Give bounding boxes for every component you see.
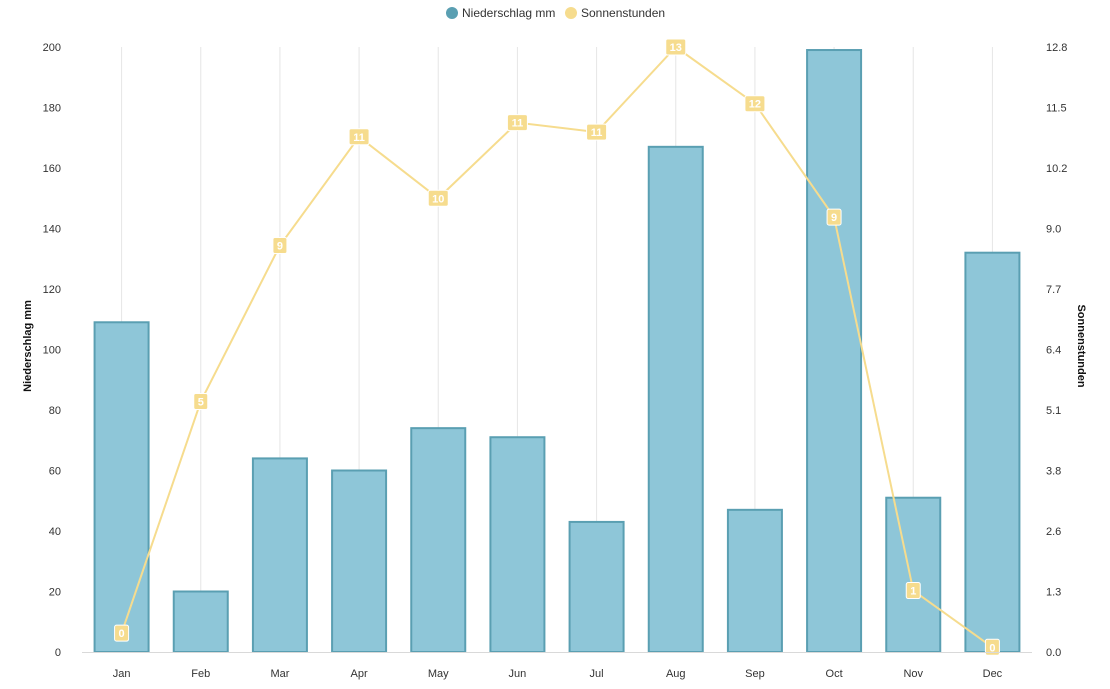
y-left-tick-label: 0 bbox=[55, 647, 61, 659]
data-label: 11 bbox=[512, 118, 524, 130]
data-label: 10 bbox=[432, 193, 444, 205]
bar bbox=[93, 321, 150, 653]
data-point bbox=[114, 624, 130, 642]
y-left-tick-label: 200 bbox=[43, 42, 61, 54]
data-point bbox=[427, 189, 449, 207]
bar bbox=[568, 520, 625, 653]
data-point bbox=[272, 237, 288, 255]
bar bbox=[726, 508, 783, 654]
y-axis-left-title: Niederschlag mm bbox=[22, 300, 34, 392]
legend-marker-sunshine bbox=[565, 7, 577, 19]
bar bbox=[172, 590, 229, 653]
y-left-tick-label: 140 bbox=[43, 224, 61, 236]
y-right-tick-label: 3.8 bbox=[1046, 466, 1061, 478]
y-left-tick-label: 180 bbox=[43, 103, 61, 115]
y-left-tick-label: 100 bbox=[43, 345, 61, 357]
bar bbox=[410, 427, 467, 653]
x-tick-label: Aug bbox=[666, 668, 686, 680]
data-point bbox=[826, 208, 842, 226]
axes: Jan Feb Mar Apr May Jun Jul Aug Sep Oct Nov Dec 0 20 4… bbox=[43, 42, 1068, 680]
y-left-tick-label: 120 bbox=[43, 284, 61, 296]
y-right-tick-label: 11.5 bbox=[1046, 103, 1067, 115]
x-tick-label: Apr bbox=[351, 668, 368, 680]
bar bbox=[885, 496, 942, 653]
y-axis-right-title: Sonnenstunden bbox=[1075, 304, 1087, 387]
data-label: 0 bbox=[989, 642, 995, 654]
bar bbox=[489, 436, 546, 653]
bar bbox=[251, 457, 308, 653]
y-left-tick-label: 20 bbox=[49, 587, 61, 599]
data-label: 11 bbox=[353, 132, 365, 144]
bar bbox=[647, 145, 704, 653]
x-tick-label: Jul bbox=[590, 668, 604, 680]
data-point bbox=[506, 114, 528, 132]
data-point bbox=[744, 95, 766, 113]
y-left-tick-label: 60 bbox=[49, 466, 61, 478]
data-point bbox=[348, 128, 370, 146]
x-tick-label: Jan bbox=[113, 668, 131, 680]
data-label: 9 bbox=[831, 212, 837, 224]
legend-label-sunshine: Sonnenstunden bbox=[581, 6, 665, 20]
y-right-tick-label: 1.3 bbox=[1046, 587, 1061, 599]
data-label: 1 bbox=[910, 586, 916, 598]
data-point bbox=[586, 123, 608, 141]
x-tick-label: Dec bbox=[983, 668, 1003, 680]
y-left-tick-label: 80 bbox=[49, 405, 61, 417]
data-label: 11 bbox=[591, 127, 603, 139]
data-label: 13 bbox=[670, 42, 682, 54]
bar-series bbox=[93, 49, 1021, 654]
x-tick-label: Feb bbox=[191, 668, 210, 680]
bar bbox=[331, 469, 388, 653]
y-right-tick-label: 0.0 bbox=[1046, 647, 1061, 659]
bar bbox=[964, 251, 1021, 653]
y-right-tick-label: 2.6 bbox=[1046, 526, 1061, 538]
y-right-tick-label: 6.4 bbox=[1046, 345, 1061, 357]
data-label: 9 bbox=[277, 241, 283, 253]
y-right-tick-label: 10.2 bbox=[1046, 163, 1067, 175]
y-right-tick-label: 7.7 bbox=[1046, 284, 1061, 296]
legend: Niederschlag mm Sonnenstunden bbox=[446, 6, 665, 20]
data-point bbox=[193, 392, 209, 410]
x-tick-label: Nov bbox=[903, 668, 923, 680]
x-tick-label: Oct bbox=[826, 668, 843, 680]
data-label: 5 bbox=[198, 396, 204, 408]
data-label: 0 bbox=[119, 628, 125, 640]
legend-label-precipitation: Niederschlag mm bbox=[462, 6, 555, 20]
data-label: 12 bbox=[749, 99, 761, 111]
data-point bbox=[905, 582, 921, 600]
y-right-tick-label: 9.0 bbox=[1046, 224, 1061, 236]
y-left-tick-label: 160 bbox=[43, 163, 61, 175]
legend-marker-precipitation bbox=[446, 7, 458, 19]
data-point bbox=[665, 38, 687, 56]
x-tick-label: Mar bbox=[270, 668, 289, 680]
y-right-tick-label: 5.1 bbox=[1046, 405, 1061, 417]
bar bbox=[806, 49, 863, 653]
y-right-tick-label: 12.8 bbox=[1046, 42, 1067, 54]
x-tick-label: Jun bbox=[509, 668, 527, 680]
y-left-tick-label: 40 bbox=[49, 526, 61, 538]
data-point bbox=[984, 638, 1000, 656]
x-tick-label: Sep bbox=[745, 668, 765, 680]
sunshine-line bbox=[120, 45, 993, 649]
x-tick-label: May bbox=[428, 668, 449, 680]
